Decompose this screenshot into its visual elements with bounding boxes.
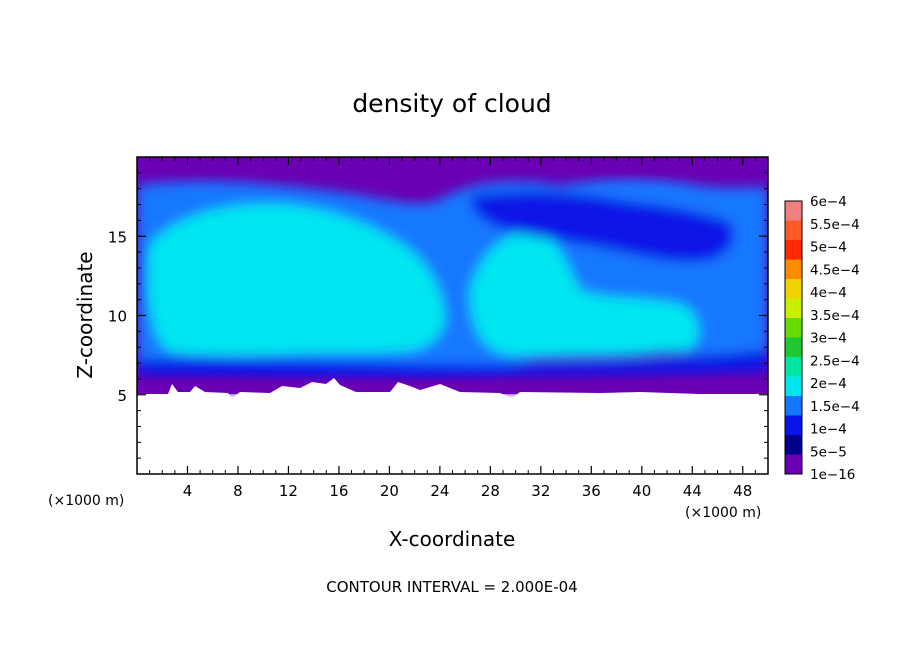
cloud-core-cyan-left	[148, 204, 445, 356]
x-tick-label: 40	[632, 482, 651, 500]
colorbar-label: 5.5e−4	[810, 217, 860, 233]
colorbar-label: 3.5e−4	[810, 308, 860, 324]
colorbar-swatch	[785, 435, 802, 455]
x-tick-label: 48	[733, 482, 752, 500]
colorbar-label: 4e−4	[810, 285, 847, 301]
colorbar-swatch	[785, 396, 802, 416]
colorbar-swatch	[785, 259, 802, 280]
colorbar-frame	[784, 200, 803, 475]
colorbar-label: 1e−16	[810, 467, 855, 483]
colorbar-swatch	[785, 298, 802, 319]
cloud-core-cyan-mid	[470, 230, 699, 356]
x-tick-label: 16	[329, 482, 348, 500]
colorbar-label: 5e−5	[810, 444, 847, 460]
x-tick-label: 36	[582, 482, 601, 500]
y-tick-label: 10	[108, 308, 127, 326]
x-tick-label: 4	[183, 482, 193, 500]
colorbar: 6e−4 5.5e−4 5e−4 4.5e−4 4e−4 3.5e−4 3e−4 2.5e−4…	[784, 194, 860, 483]
x-tick-label: 32	[531, 482, 550, 500]
colorbar-swatch	[785, 201, 802, 221]
colorbar-swatch	[785, 357, 802, 377]
cloud-upper-right	[470, 191, 734, 263]
colorbar-label: 4.5e−4	[810, 262, 860, 278]
terrain-ground	[137, 378, 768, 474]
top-purple-band	[137, 157, 768, 197]
x-unit-label-left: (×1000 m)	[48, 493, 124, 509]
colorbar-label: 5e−4	[810, 240, 847, 256]
x-tick-label: 12	[279, 482, 298, 500]
colorbar-label: 6e−4	[810, 194, 847, 210]
colorbar-swatch	[785, 240, 802, 260]
y-tick-label: 5	[117, 387, 127, 405]
chart-title: density of cloud	[352, 89, 551, 118]
x-tick-label: 20	[380, 482, 399, 500]
y-tick-label: 15	[108, 228, 127, 246]
colorbar-swatch	[785, 337, 802, 358]
y-axis-title: Z-coordinate	[73, 251, 97, 378]
x-tick-label: 28	[481, 482, 500, 500]
colorbar-swatch	[785, 318, 802, 338]
x-axis-ticks: 4 8 12 16 20 24 28 32 36 40 44 48	[149, 157, 756, 500]
colorbar-label: 1.5e−4	[810, 399, 860, 415]
y-axis-ticks: 5 10 15	[108, 172, 768, 459]
colorbar-label: 2.5e−4	[810, 353, 860, 369]
x-tick-label: 24	[430, 482, 449, 500]
cloud-lower-dark	[137, 350, 768, 379]
colorbar-swatch	[785, 279, 802, 299]
x-unit-label-right: (×1000 m)	[685, 505, 761, 521]
x-tick-label: 8	[233, 482, 243, 500]
contour-interval-note: CONTOUR INTERVAL = 2.000E-04	[326, 578, 577, 596]
colorbar-swatch	[785, 415, 802, 436]
colorbar-label: 2e−4	[810, 376, 847, 392]
colorbar-label: 1e−4	[810, 422, 847, 438]
colorbar-swatch	[785, 376, 802, 397]
cloud-density-field	[137, 157, 768, 474]
x-axis-title: X-coordinate	[389, 527, 516, 551]
colorbar-label: 3e−4	[810, 331, 847, 347]
x-tick-label: 44	[683, 482, 702, 500]
colorbar-swatch	[785, 220, 802, 241]
colorbar-swatch	[785, 454, 802, 475]
